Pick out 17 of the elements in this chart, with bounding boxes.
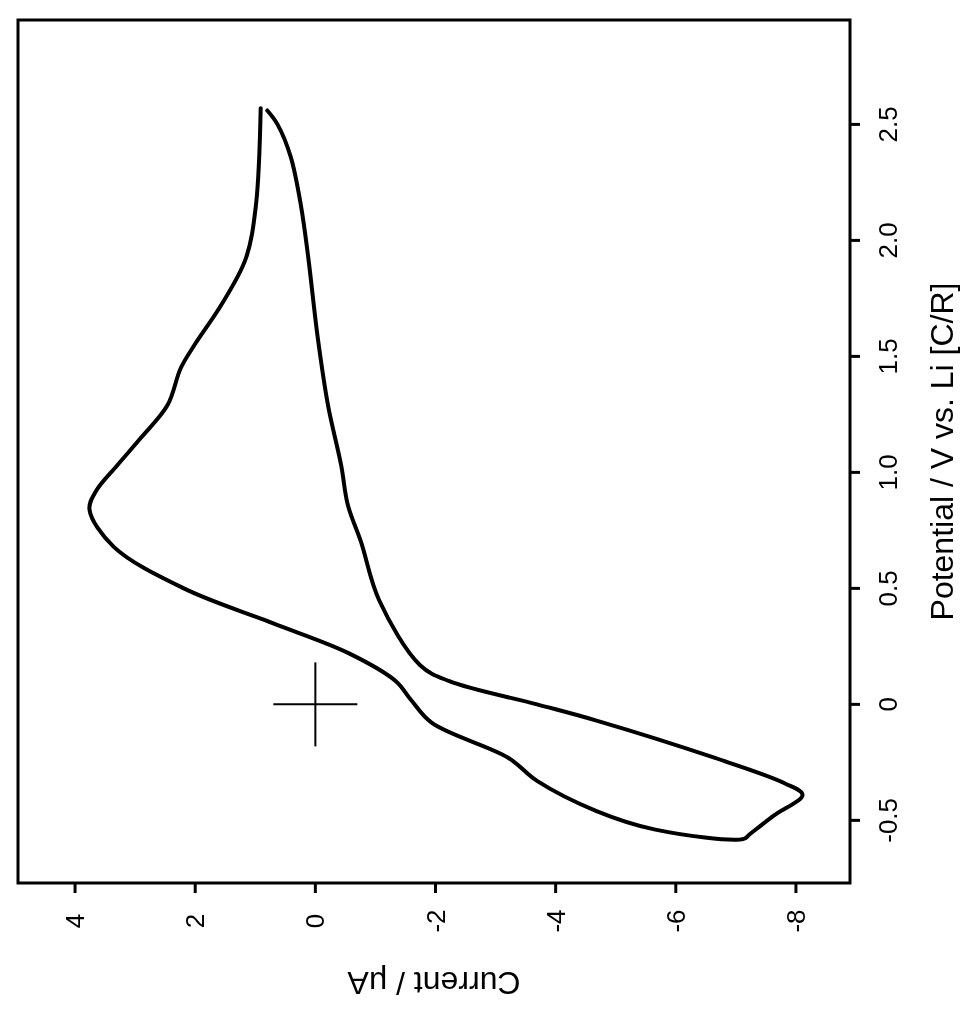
x-tick-label: -4 [540,909,571,933]
y-tick-label: -0.5 [873,797,903,843]
y-tick-label: 0 [873,697,903,712]
line-series [87,106,805,842]
x-tick-label: -2 [420,909,451,933]
x-tick-label: 0 [300,913,331,929]
x-tick-label: 2 [180,913,211,929]
y-tick-label: 2.0 [873,222,903,259]
y-tick-label: 0.5 [873,570,903,607]
y-tick-label: 1.5 [873,338,903,375]
y-tick-label: 2.5 [873,106,903,143]
x-tick-label: 4 [60,913,91,929]
y-axis-title: Potential / V vs. Li [C/R] [924,282,960,621]
x-tick-label: -6 [660,909,691,933]
x-tick-label: -8 [780,909,811,933]
y-tick-label: 1.0 [873,454,903,491]
x-axis-title: Current / μA [346,965,521,1001]
